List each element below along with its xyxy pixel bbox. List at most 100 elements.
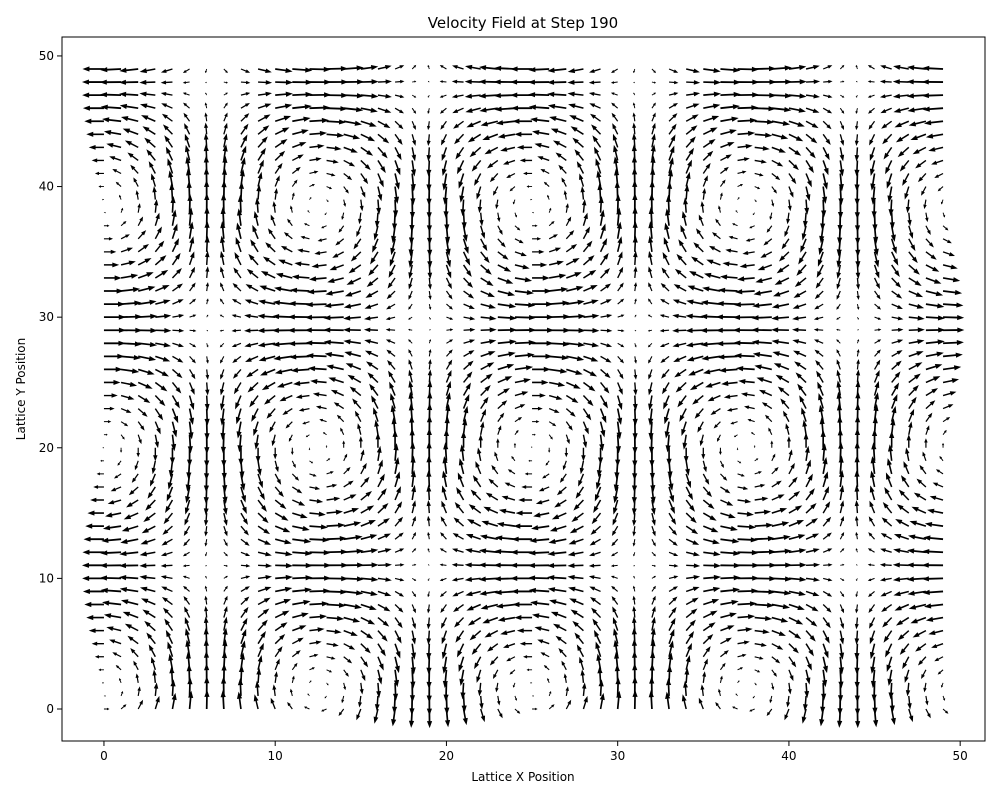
velocity-arrow <box>292 525 310 531</box>
velocity-arrow <box>737 499 751 503</box>
velocity-arrow <box>497 709 502 719</box>
velocity-arrow <box>564 190 567 200</box>
velocity-arrow <box>789 134 804 142</box>
velocity-arrow <box>254 435 259 450</box>
velocity-arrow <box>463 252 470 266</box>
velocity-arrow <box>321 225 327 228</box>
velocity-arrow <box>874 278 880 290</box>
velocity-arrow <box>752 340 772 345</box>
velocity-arrow <box>488 479 498 488</box>
velocity-arrow <box>632 596 635 605</box>
velocity-arrow <box>880 108 892 114</box>
velocity-arrow <box>772 535 791 540</box>
velocity-arrow <box>463 709 468 725</box>
velocity-arrow <box>922 79 943 84</box>
velocity-arrow <box>806 563 820 568</box>
velocity-arrow <box>528 67 549 72</box>
velocity-arrow <box>138 369 155 375</box>
velocity-arrow <box>685 160 691 174</box>
velocity-arrow <box>456 487 464 500</box>
velocity-arrow <box>703 68 721 73</box>
velocity-arrow <box>373 407 379 422</box>
velocity-arrow <box>874 370 880 383</box>
velocity-arrow <box>771 186 777 193</box>
velocity-arrow <box>205 69 207 73</box>
velocity-arrow <box>269 421 276 432</box>
velocity-arrow <box>746 238 755 241</box>
velocity-arrow <box>480 421 484 435</box>
velocity-arrow <box>634 369 638 379</box>
velocity-arrow <box>943 238 952 243</box>
velocity-arrow <box>874 317 881 320</box>
velocity-arrow <box>395 563 404 566</box>
velocity-arrow <box>139 563 155 568</box>
velocity-arrow <box>112 169 121 174</box>
velocity-arrow <box>496 603 515 608</box>
velocity-arrow <box>426 173 431 191</box>
velocity-arrow <box>574 149 584 161</box>
velocity-arrow <box>309 184 315 187</box>
velocity-arrow <box>172 408 178 423</box>
velocity-arrow <box>292 512 308 518</box>
velocity-arrow <box>907 434 911 448</box>
velocity-arrow <box>583 299 599 304</box>
velocity-arrow <box>925 413 932 422</box>
velocity-arrow <box>547 678 550 683</box>
velocity-arrow <box>755 471 762 474</box>
velocity-arrow <box>497 425 501 435</box>
velocity-arrow <box>223 596 227 605</box>
velocity-arrow <box>523 655 532 658</box>
velocity-arrow <box>817 382 824 396</box>
velocity-arrow <box>600 284 611 292</box>
velocity-arrow <box>463 350 474 357</box>
velocity-arrow <box>343 643 355 650</box>
velocity-arrow <box>525 472 532 475</box>
velocity-arrow <box>648 330 652 332</box>
velocity-arrow <box>789 604 805 610</box>
velocity-arrow <box>634 298 637 304</box>
velocity-arrow <box>648 266 652 278</box>
velocity-arrow <box>802 709 807 724</box>
velocity-arrow <box>891 303 903 309</box>
velocity-arrow <box>162 526 173 535</box>
velocity-arrow <box>720 275 738 280</box>
velocity-arrow <box>633 586 636 592</box>
velocity-arrow <box>703 575 721 580</box>
velocity-arrow <box>189 283 196 292</box>
velocity-arrow <box>881 604 892 612</box>
velocity-arrow <box>427 500 431 513</box>
velocity-arrow <box>275 68 293 73</box>
velocity-arrow <box>515 709 521 714</box>
velocity-arrow <box>344 65 364 70</box>
velocity-arrow <box>305 315 327 320</box>
velocity-arrow <box>572 138 584 148</box>
velocity-arrow <box>361 93 379 98</box>
velocity-arrow <box>868 532 875 539</box>
velocity-arrow <box>155 226 162 239</box>
velocity-arrow <box>490 656 498 665</box>
velocity-arrow <box>457 643 464 657</box>
velocity-arrow <box>611 103 618 109</box>
velocity-arrow <box>206 315 208 318</box>
velocity-arrow <box>376 433 381 448</box>
velocity-arrow <box>292 587 312 592</box>
velocity-arrow <box>344 535 363 540</box>
velocity-arrow <box>481 327 497 332</box>
velocity-arrow <box>296 394 310 398</box>
velocity-arrow <box>105 512 121 517</box>
velocity-arrow <box>738 601 758 606</box>
velocity-arrow <box>521 485 532 489</box>
velocity-arrow <box>258 68 272 73</box>
velocity-arrow <box>343 147 357 153</box>
velocity-arrow <box>358 213 362 225</box>
velocity-arrow <box>257 500 266 512</box>
velocity-arrow <box>802 226 807 241</box>
velocity-arrow <box>754 683 756 686</box>
velocity-arrow <box>275 175 280 187</box>
velocity-arrow <box>387 360 395 370</box>
velocity-arrow <box>868 591 875 597</box>
velocity-arrow <box>412 548 416 552</box>
velocity-arrow <box>378 534 391 540</box>
velocity-arrow <box>121 355 141 360</box>
velocity-arrow <box>365 303 379 308</box>
